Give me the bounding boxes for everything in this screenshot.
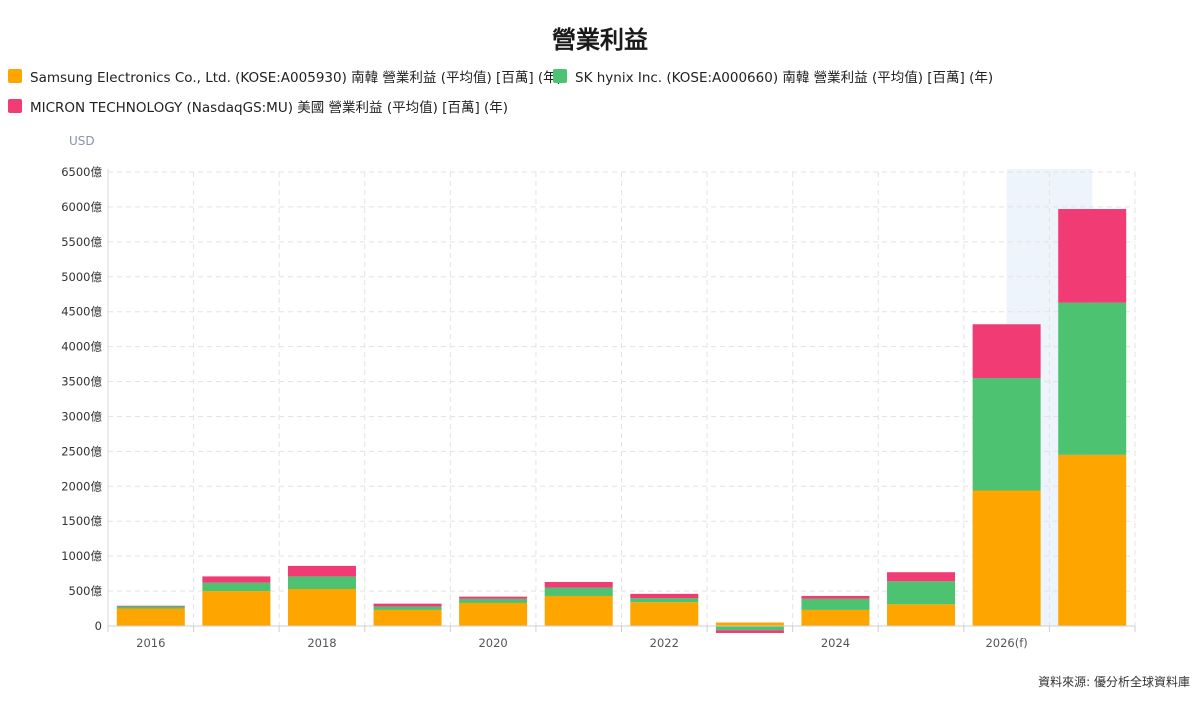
bar-segment-micron-2019 (373, 603, 442, 607)
y-axis-unit: USD (69, 134, 95, 148)
bar-segment-samsung-2019 (373, 609, 442, 626)
bar-segment-sk-hynix-2027f (1058, 302, 1127, 455)
bar-segment-samsung-2023 (715, 622, 784, 626)
legend-item-sk-hynix[interactable]: SK hynix Inc. (KOSE:A000660) 南韓 營業利益 (平均… (553, 66, 993, 86)
bar-segment-sk-hynix-2021 (544, 587, 613, 596)
bar-segment-sk-hynix-2020 (459, 598, 528, 603)
y-tick-label: 5000億 (61, 270, 102, 284)
bar-segment-samsung-2022 (630, 602, 699, 626)
y-tick-label: 500億 (69, 584, 103, 598)
x-tick-label: 2016 (136, 636, 165, 650)
bar-segment-micron-2027f (1058, 209, 1127, 303)
bar-segment-samsung-2017 (202, 591, 271, 626)
legend-swatch-micron (8, 99, 22, 113)
bar-segment-micron-2017 (202, 576, 271, 583)
bar-segment-micron-2025 (887, 572, 956, 582)
bar-segment-sk-hynix-2025 (887, 581, 956, 605)
y-tick-label: 3000億 (61, 409, 102, 423)
chart-title: 營業利益 (552, 26, 648, 54)
legend-item-micron[interactable]: MICRON TECHNOLOGY (NasdaqGS:MU) 美國 營業利益 … (8, 96, 508, 116)
bar-segment-samsung-2018 (287, 588, 356, 626)
x-tick-label: 2022 (650, 636, 679, 650)
y-tick-label: 6000億 (61, 200, 102, 214)
bar-segment-samsung-2024 (801, 609, 870, 626)
bar-segment-micron-2026f (972, 324, 1041, 379)
bar-segment-sk-hynix-2024 (801, 598, 870, 610)
bar-segment-samsung-2021 (544, 595, 613, 626)
legend-label-micron: MICRON TECHNOLOGY (NasdaqGS:MU) 美國 營業利益 … (30, 100, 509, 116)
bar-segment-sk-hynix-2016 (116, 606, 185, 609)
legend-item-samsung[interactable]: Samsung Electronics Co., Ltd. (KOSE:A005… (8, 66, 562, 86)
y-tick-label: 1000億 (61, 549, 102, 563)
y-tick-label: 0 (95, 619, 102, 633)
x-tick-label: 2026(f) (985, 636, 1027, 650)
bar-segment-micron-2021 (544, 581, 613, 588)
legend-swatch-samsung (8, 69, 22, 83)
y-tick-label: 4000億 (61, 340, 102, 354)
bar-segment-samsung-2026f (972, 490, 1041, 626)
bar-segment-micron-2020 (459, 596, 528, 599)
bar-segment-samsung-2025 (887, 604, 956, 626)
legend-label-samsung: Samsung Electronics Co., Ltd. (KOSE:A005… (30, 70, 562, 86)
source-note: 資料來源: 優分析全球資料庫 (1038, 675, 1190, 689)
bar-segment-micron-2016 (116, 605, 185, 607)
y-tick-label: 1500億 (61, 514, 102, 528)
bar-segment-sk-hynix-2019 (373, 606, 442, 610)
y-tick-label: 3500億 (61, 375, 102, 389)
x-tick-label: 2020 (478, 636, 507, 650)
bar-segment-micron-2022 (630, 593, 699, 599)
y-tick-label: 5500億 (61, 235, 102, 249)
bar-segment-samsung-2016 (116, 608, 185, 626)
bar-segment-samsung-2020 (459, 602, 528, 626)
bar-segment-samsung-2027f (1058, 454, 1127, 626)
y-tick-label: 6500億 (61, 165, 102, 179)
bar-segment-sk-hynix-2026f (972, 378, 1041, 491)
legend-label-sk-hynix: SK hynix Inc. (KOSE:A000660) 南韓 營業利益 (平均… (575, 70, 994, 86)
bar-segment-sk-hynix-2017 (202, 582, 271, 592)
y-tick-label: 2500億 (61, 444, 102, 458)
y-tick-label: 4500億 (61, 305, 102, 319)
x-tick-label: 2018 (307, 636, 336, 650)
bar-segment-sk-hynix-2022 (630, 598, 699, 603)
bar-segment-micron-2023 (715, 630, 784, 633)
bar-segment-micron-2018 (287, 565, 356, 577)
bar-segment-micron-2024 (801, 595, 870, 599)
legend-swatch-sk-hynix (553, 69, 567, 83)
bar-segment-sk-hynix-2018 (287, 576, 356, 589)
bar-segment-sk-hynix-2023 (715, 626, 784, 631)
y-tick-label: 2000億 (61, 479, 102, 493)
x-tick-label: 2024 (821, 636, 850, 650)
